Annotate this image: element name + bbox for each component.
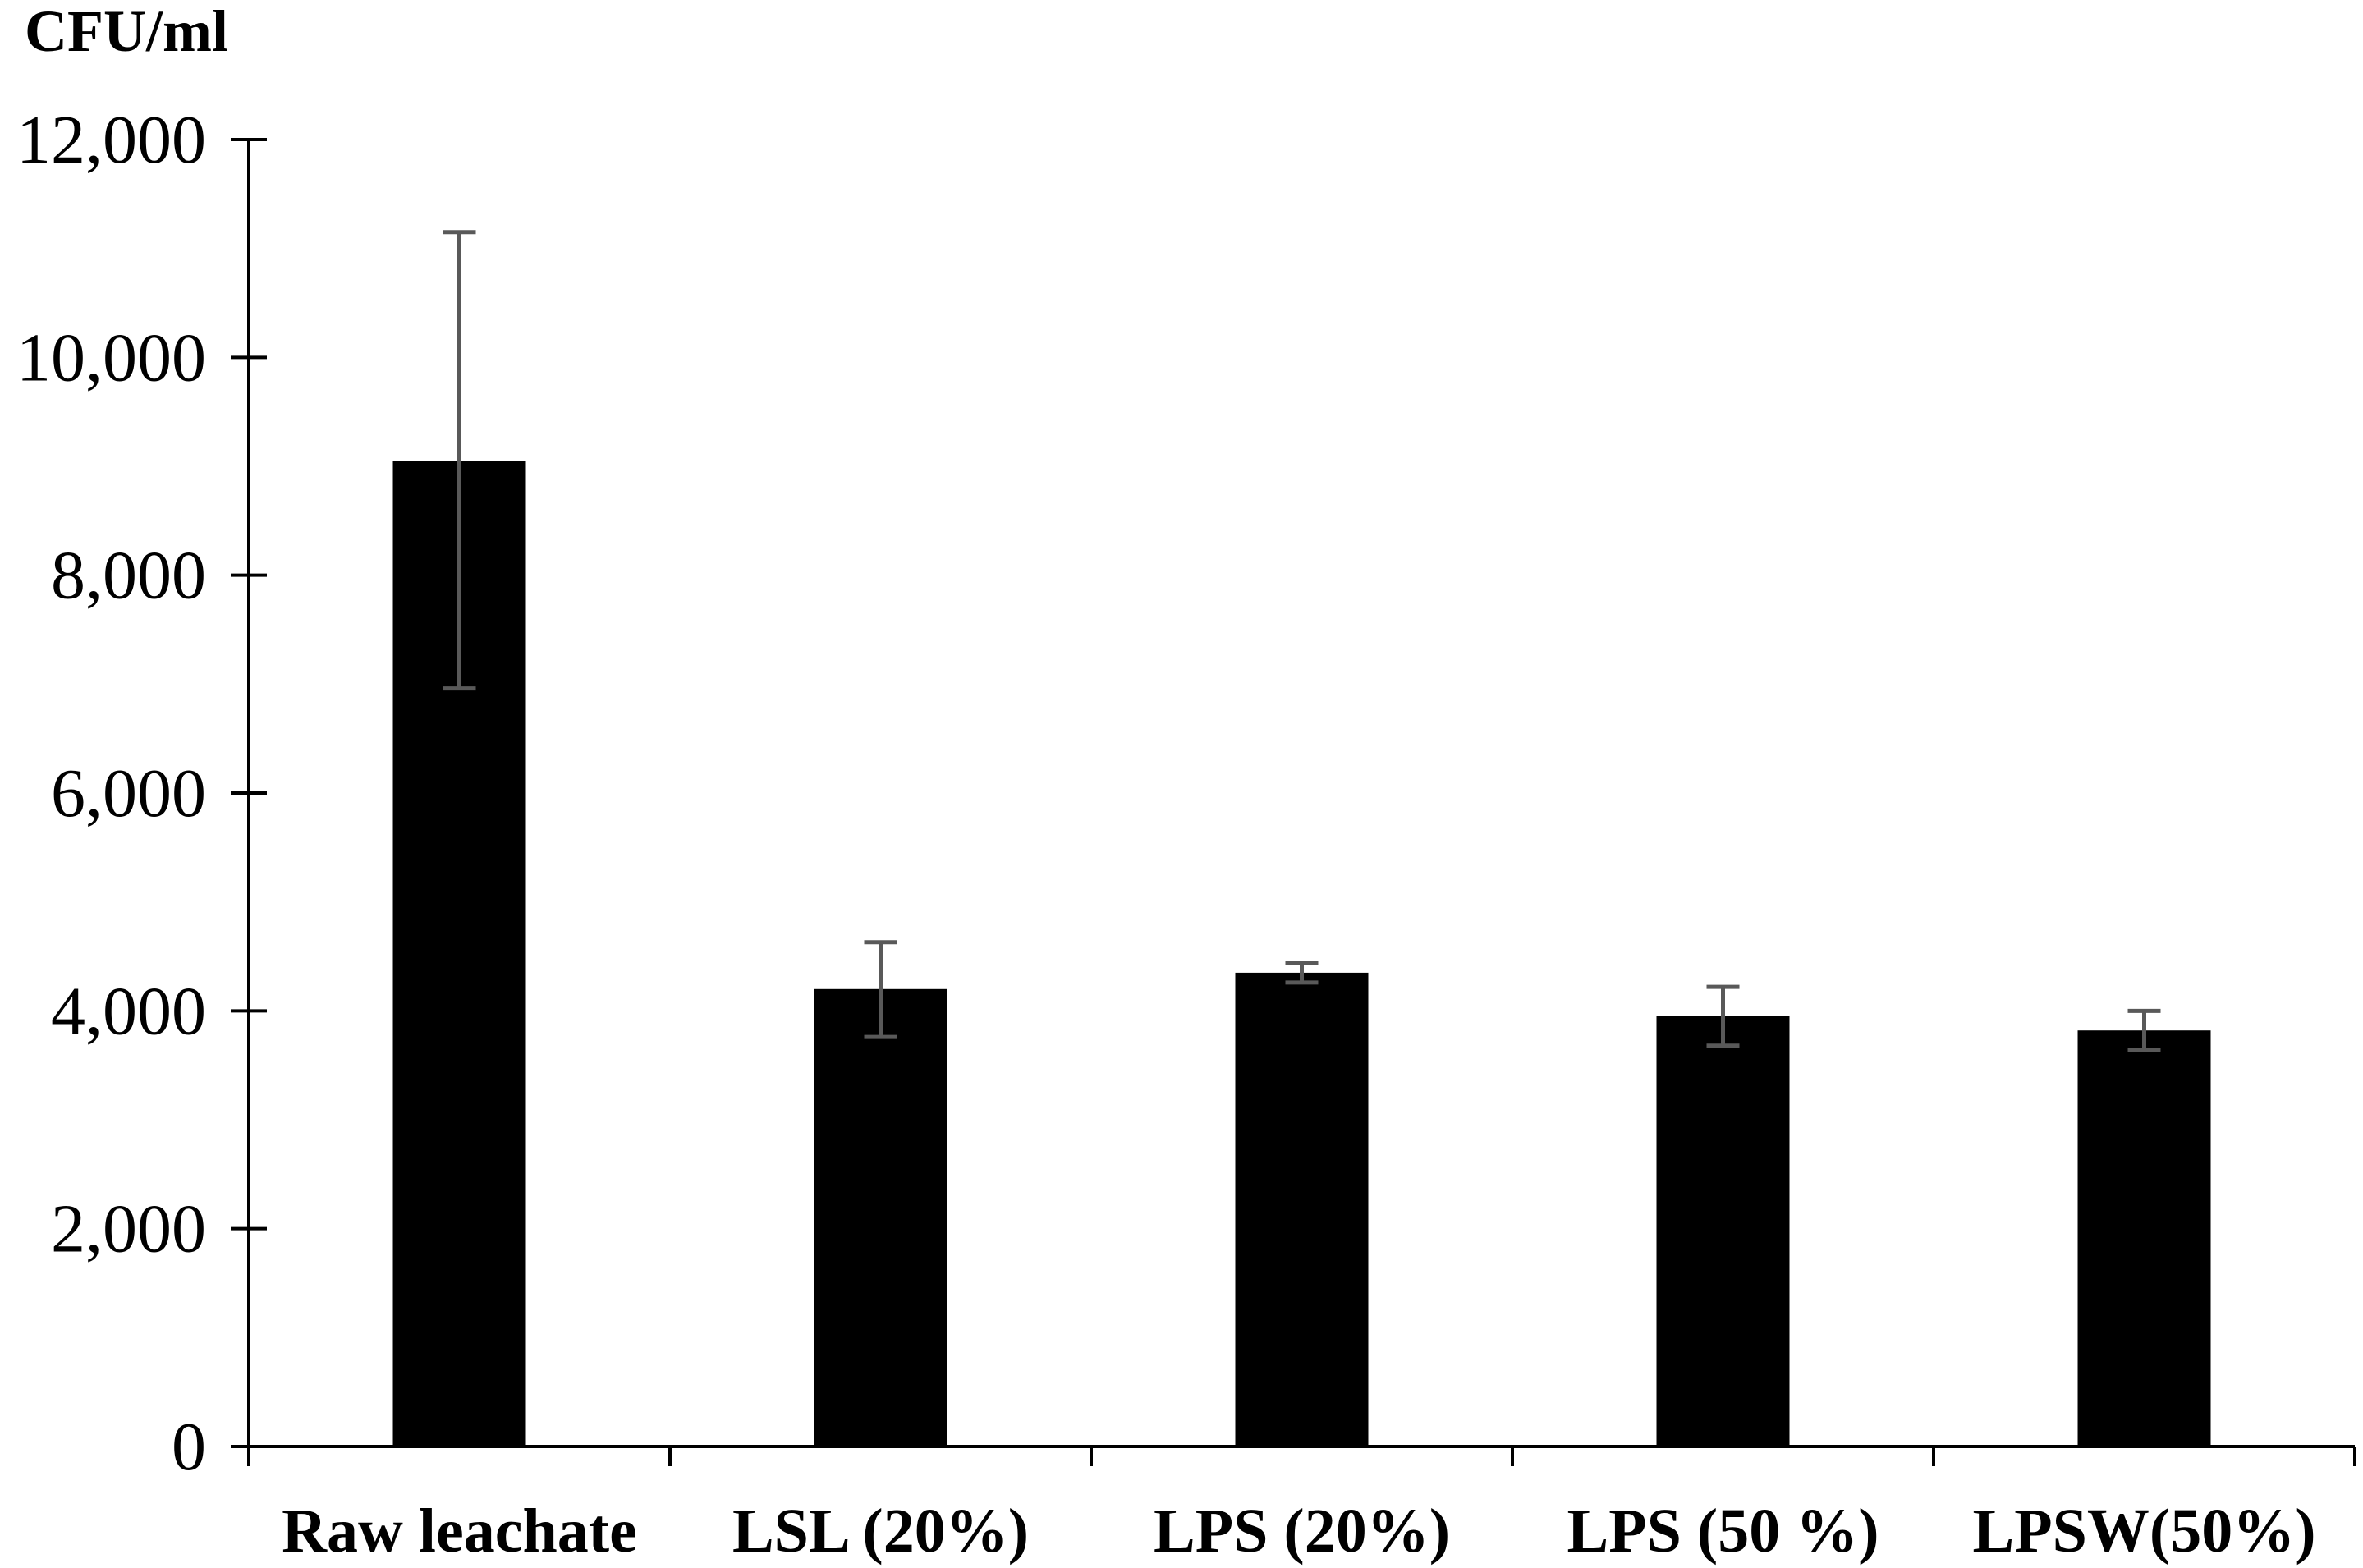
y-axis-title: CFU/ml bbox=[25, 0, 228, 64]
error-bar bbox=[443, 230, 476, 691]
x-tick-label: Raw leachate bbox=[282, 1497, 637, 1566]
bar bbox=[1235, 972, 1369, 1447]
x-axis bbox=[231, 1445, 2356, 1466]
y-tick-label: 6,000 bbox=[51, 755, 206, 832]
y-tick-label: 2,000 bbox=[51, 1191, 206, 1268]
x-tick-label: LPS (20%) bbox=[1154, 1497, 1450, 1566]
error-bar bbox=[864, 940, 897, 1039]
y-tick-label: 12,000 bbox=[16, 102, 206, 178]
bar-series bbox=[392, 461, 2211, 1447]
error-bar bbox=[1706, 984, 1740, 1048]
y-tick-label: 0 bbox=[172, 1409, 206, 1485]
y-tick-label: 8,000 bbox=[51, 538, 206, 614]
y-axis: 0 2,000 4,000 6,000 8,000 10,000 12,000 bbox=[16, 102, 267, 1485]
error-bar bbox=[1285, 961, 1319, 985]
bar bbox=[2077, 1030, 2211, 1447]
error-bar bbox=[2127, 1008, 2161, 1052]
y-tick-label: 4,000 bbox=[51, 973, 206, 1049]
category-labels: Raw leachate LSL (20%) LPS (20%) LPS (50 %)… bbox=[282, 1497, 2315, 1566]
x-tick-label: LPSW(50%) bbox=[1973, 1497, 2316, 1566]
bar bbox=[1656, 1016, 1790, 1447]
x-tick-label: LSL (20%) bbox=[732, 1497, 1029, 1566]
bar bbox=[814, 988, 947, 1447]
y-tick-label: 10,000 bbox=[16, 319, 206, 396]
x-tick-label: LPS (50 %) bbox=[1567, 1497, 1879, 1566]
error-bars bbox=[443, 230, 2161, 1052]
